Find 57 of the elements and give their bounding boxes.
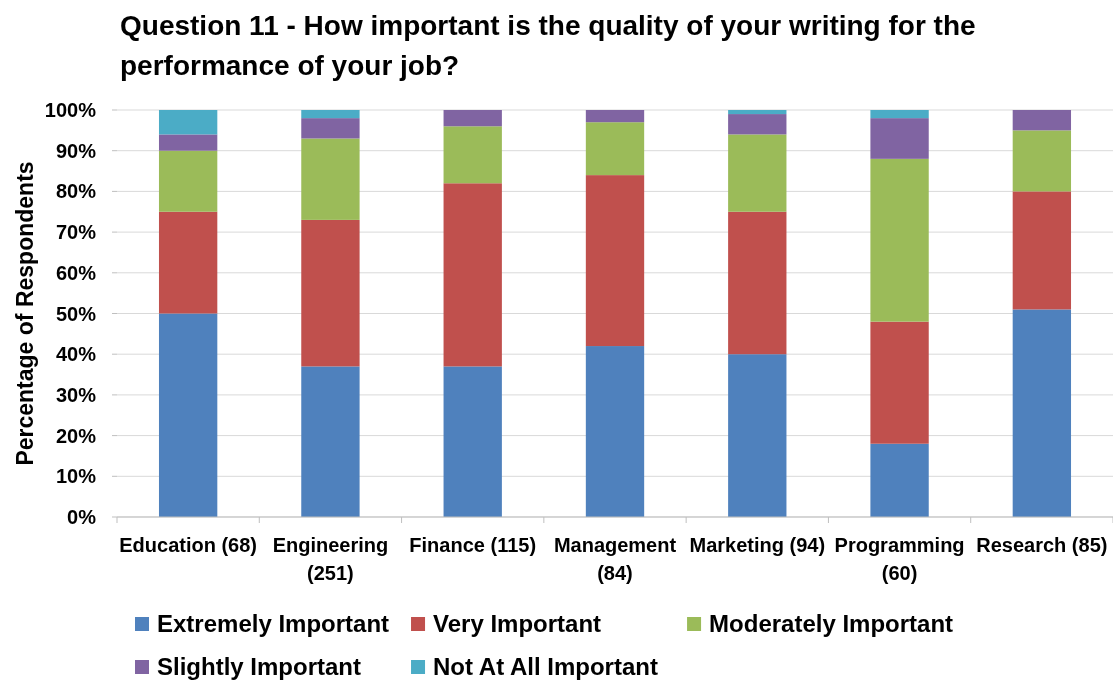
bar [728,114,787,135]
bar [301,219,360,367]
y-tick-label: 30% [55,383,97,406]
bar [301,138,360,220]
x-tick-label: Management (84) [553,534,677,584]
legend-label: Slightly Important [157,653,362,681]
y-tick-label: 40% [55,343,97,366]
legend-label: Not At All Important [433,653,658,681]
y-tick-label: 50% [55,302,97,325]
bar [443,126,502,184]
y-tick-label: 70% [55,221,97,244]
bar [585,110,645,123]
x-tick-label: Finance (115) [409,534,537,556]
x-tick-label: Engineering (251) [272,534,389,584]
bar [301,366,360,517]
y-tick-label: 10% [55,465,97,488]
bar [728,211,787,355]
bar [158,110,218,135]
bar [585,346,645,517]
bar [301,118,360,139]
bar [443,183,502,367]
legend-label: Very Important [433,610,602,638]
bar [870,321,929,444]
bar [443,366,502,517]
y-axis-title: Percentage of Respondents [12,161,38,466]
bar [158,150,218,212]
legend-label: Moderately Important [709,610,954,638]
bar [158,211,218,314]
bar [585,122,645,176]
bar [870,158,929,322]
bar [158,313,218,517]
chart-title: Question 11 - How important is the quality of your writing for the performance of your job? [120,10,976,81]
bar [728,134,787,212]
bar [728,354,787,517]
y-tick-label: 100% [44,99,97,121]
bar [1012,130,1072,192]
bar [158,134,218,151]
bar [1012,191,1072,310]
y-tick-label: 20% [55,424,97,447]
bar [1012,110,1072,131]
bar [870,110,929,119]
bar [870,118,929,159]
bar [443,110,502,127]
x-tick-label: Marketing (94) [689,534,826,556]
legend-label: Extremely Important [157,610,390,638]
y-tick-label: 80% [55,180,97,203]
y-tick-label: 90% [55,139,97,162]
y-tick-label: 60% [55,261,97,284]
x-tick-label: Education (68) [119,534,258,556]
y-tick-label: 0% [67,506,97,528]
x-tick-label: Research (85) [976,534,1108,556]
bar [728,110,787,115]
bar [585,175,645,347]
x-tick-label: Programming (60) [834,534,965,584]
bar [870,443,929,517]
bar [301,110,360,119]
bar [1012,309,1072,517]
